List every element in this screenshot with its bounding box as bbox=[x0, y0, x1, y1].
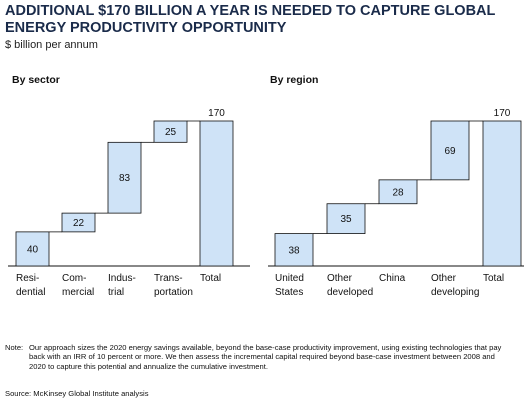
waterfall-bar bbox=[378, 179, 418, 205]
category-label: United bbox=[275, 273, 304, 284]
category-label: Total bbox=[200, 273, 221, 284]
category-label: Total bbox=[483, 273, 504, 284]
category-label: developing bbox=[431, 287, 479, 298]
note-text: Our approach sizes the 2020 energy savin… bbox=[29, 343, 502, 371]
waterfall-bar bbox=[430, 120, 470, 181]
bar-value-label: 22 bbox=[73, 218, 85, 229]
bar-value-label: 69 bbox=[444, 146, 456, 157]
chart-subtitle: $ billion per annum bbox=[5, 39, 98, 51]
bar-value-label: 40 bbox=[27, 244, 39, 255]
note-label: Note: bbox=[5, 343, 24, 352]
category-label: Trans- bbox=[154, 273, 183, 284]
panel-title-sector: By sector bbox=[12, 74, 60, 86]
category-label: Indus- bbox=[108, 273, 136, 284]
panel-title-region: By region bbox=[270, 74, 319, 86]
source-line: Source: McKinsey Global Institute analys… bbox=[5, 389, 149, 398]
bar-value-label: 25 bbox=[165, 127, 177, 138]
category-label: developed bbox=[327, 287, 373, 298]
bar-value-label: 170 bbox=[208, 108, 225, 119]
bar-value-label: 83 bbox=[119, 173, 131, 184]
bar-value-label: 35 bbox=[340, 214, 352, 225]
bar-value-label: 170 bbox=[494, 108, 511, 119]
waterfall-bar bbox=[199, 120, 234, 267]
waterfall-bar bbox=[61, 212, 96, 233]
footnote: Note: Our approach sizes the 2020 energy … bbox=[5, 343, 515, 371]
category-label: Other bbox=[431, 273, 457, 284]
category-label: States bbox=[275, 287, 303, 298]
category-label: Com- bbox=[62, 273, 86, 284]
category-label: portation bbox=[154, 287, 193, 298]
waterfall-bar bbox=[482, 120, 522, 267]
waterfall-bar bbox=[274, 233, 314, 267]
waterfall-bar bbox=[15, 231, 50, 267]
category-label: trial bbox=[108, 287, 124, 298]
waterfall-bar bbox=[107, 141, 142, 214]
bar-value-label: 28 bbox=[392, 187, 404, 198]
waterfall-bar bbox=[153, 120, 188, 143]
category-label: China bbox=[379, 273, 406, 284]
category-label: Other bbox=[327, 273, 353, 284]
chart-title: ADDITIONAL $170 BILLION A YEAR IS NEEDED… bbox=[5, 3, 496, 36]
category-label: mercial bbox=[62, 287, 94, 298]
waterfall-bar bbox=[326, 203, 366, 234]
bar-value-label: 38 bbox=[288, 245, 300, 256]
category-label: Resi- bbox=[16, 273, 39, 284]
category-label: dential bbox=[16, 287, 45, 298]
